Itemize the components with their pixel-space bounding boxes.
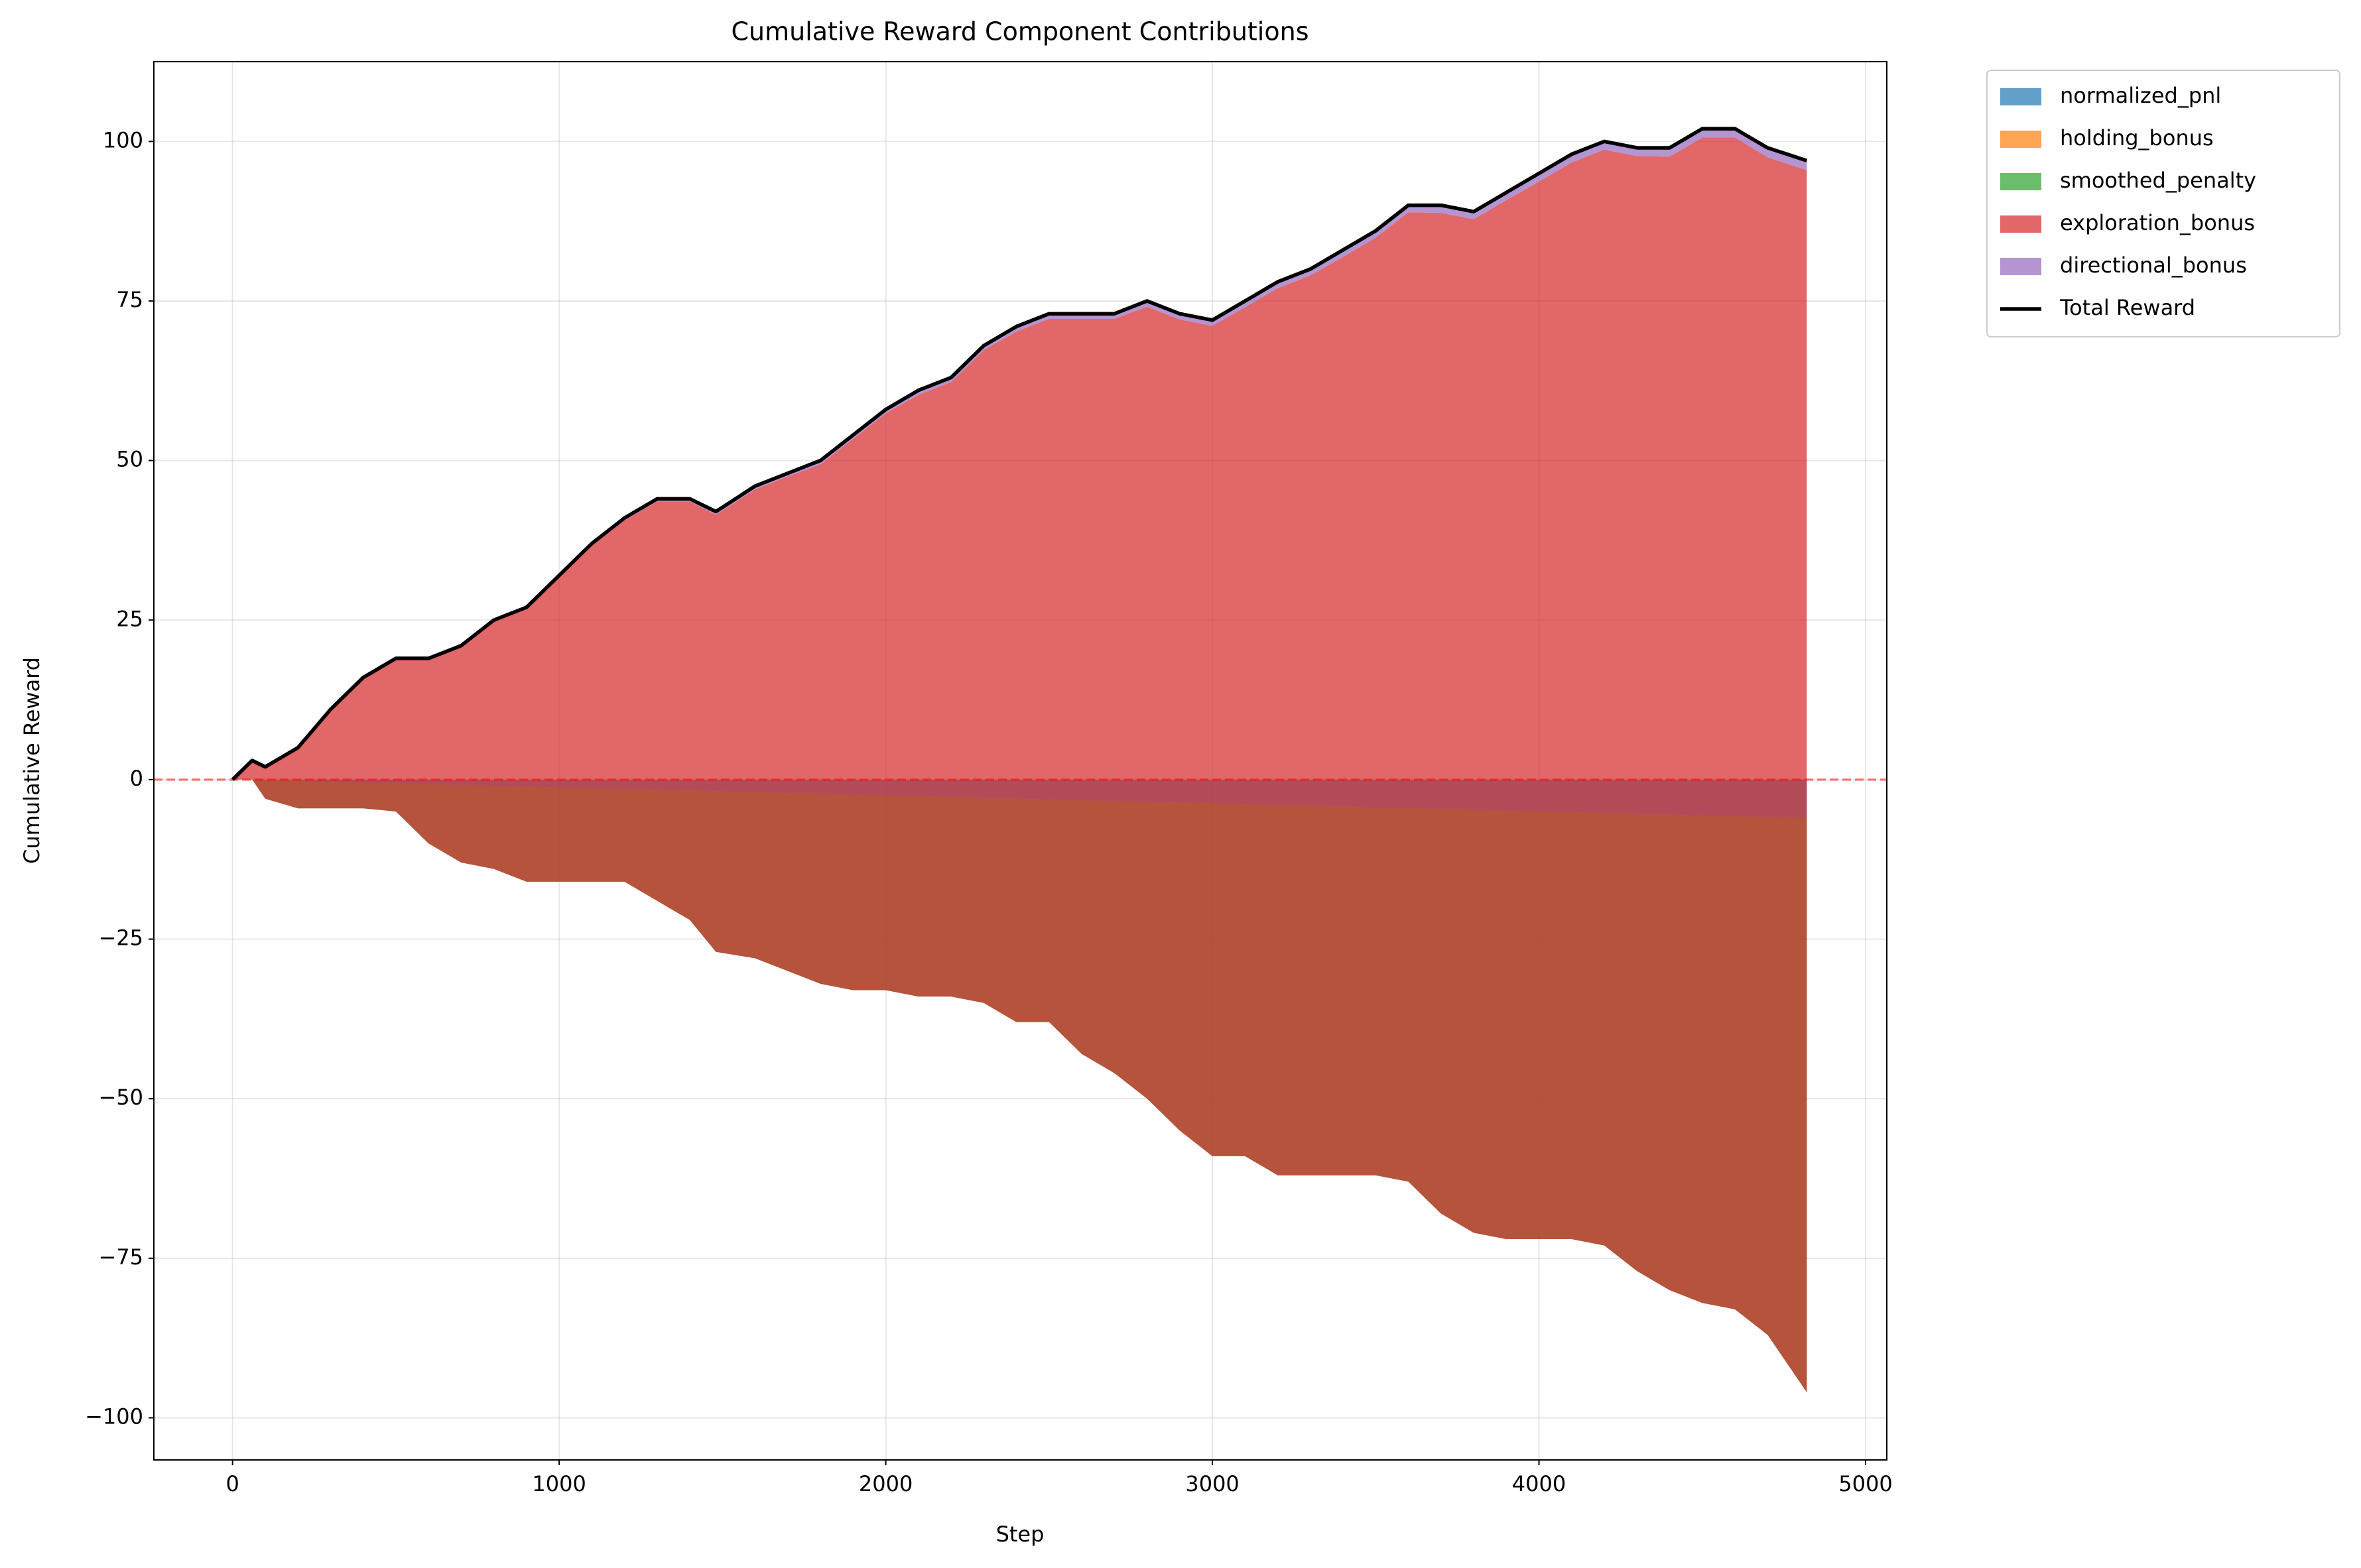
legend-label: smoothed_penalty bbox=[2060, 168, 2256, 193]
legend: normalized_pnl holding_bonus smoothed_pena… bbox=[1986, 70, 2340, 337]
y-tick-label: −50 bbox=[98, 1085, 143, 1110]
legend-label: normalized_pnl bbox=[2060, 83, 2221, 108]
total-line bbox=[231, 127, 1808, 781]
legend-frame bbox=[1986, 70, 2340, 337]
legend-swatch bbox=[2000, 215, 2041, 233]
legend-label: exploration_bonus bbox=[2060, 210, 2255, 235]
x-tick-label: 5000 bbox=[1838, 1471, 1892, 1496]
y-tick-label: 25 bbox=[116, 606, 143, 631]
x-tick-label: 2000 bbox=[859, 1471, 913, 1496]
x-tick-label: 1000 bbox=[532, 1471, 586, 1496]
y-tick-label: 100 bbox=[103, 127, 143, 152]
plot-frame bbox=[153, 61, 1887, 1461]
legend-swatch bbox=[2000, 88, 2041, 105]
legend-label: directional_bonus bbox=[2060, 253, 2247, 278]
chart-title: Cumulative Reward Component Contribution… bbox=[732, 17, 1309, 46]
y-tick-label: 50 bbox=[116, 447, 143, 472]
legend-swatch bbox=[2000, 258, 2041, 275]
y-tick-label: 75 bbox=[116, 287, 143, 312]
y-tick-label: −25 bbox=[98, 926, 143, 951]
y-tick-label: −100 bbox=[85, 1404, 143, 1429]
x-tick-label: 4000 bbox=[1512, 1471, 1566, 1496]
y-axis-label: Cumulative Reward bbox=[19, 657, 44, 864]
legend-swatch bbox=[2000, 131, 2041, 148]
plot-area bbox=[154, 127, 1887, 1392]
x-tick-label: 0 bbox=[226, 1471, 239, 1496]
legend-label: Total Reward bbox=[2059, 295, 2195, 320]
legend-label: holding_bonus bbox=[2060, 125, 2214, 151]
legend-swatch bbox=[2000, 173, 2041, 190]
area bbox=[232, 137, 1807, 1392]
y-tick-label: 0 bbox=[130, 766, 143, 791]
y-tick-label: −75 bbox=[98, 1244, 143, 1270]
x-axis-label: Step bbox=[996, 1522, 1045, 1547]
x-tick-label: 3000 bbox=[1185, 1471, 1239, 1496]
